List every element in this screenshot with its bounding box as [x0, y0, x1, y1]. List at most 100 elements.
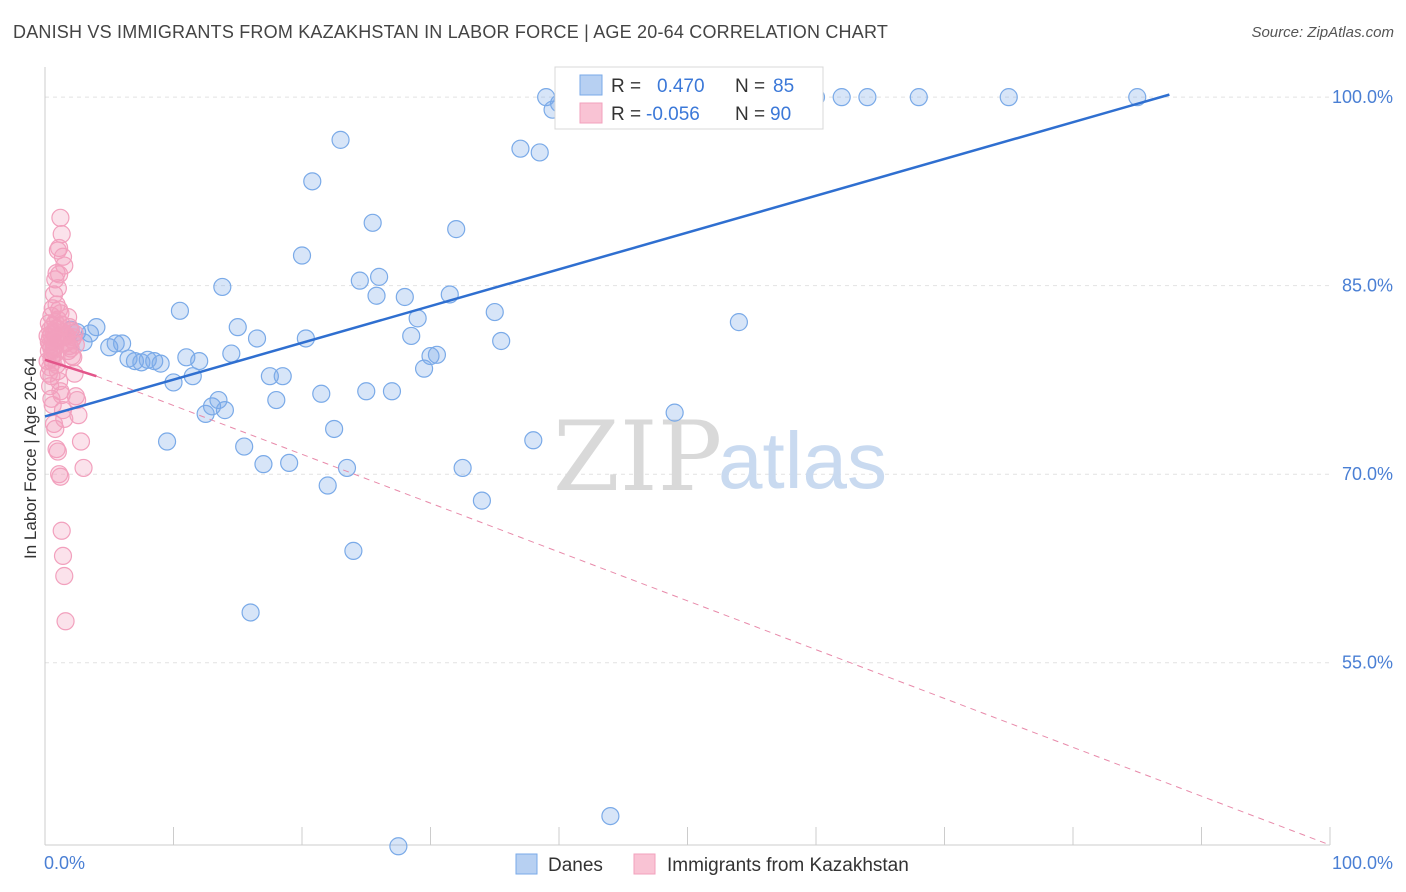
point-danes	[209, 390, 228, 410]
grid-lines	[45, 96, 1330, 664]
legend-swatch-kazakhstan	[633, 853, 656, 875]
point-kazakhstan	[56, 612, 75, 631]
point-danes	[331, 130, 350, 149]
point-kazakhstan	[51, 208, 70, 227]
point-danes	[303, 172, 322, 191]
point-kazakhstan	[48, 279, 67, 298]
point-danes	[357, 382, 376, 401]
point-danes	[260, 367, 279, 386]
point-danes	[367, 286, 386, 305]
point-danes	[909, 88, 928, 107]
point-danes	[389, 837, 408, 856]
point-kazakhstan	[47, 331, 66, 351]
point-danes	[112, 334, 132, 353]
point-danes	[999, 88, 1018, 107]
point-danes	[325, 419, 344, 439]
point-danes	[241, 603, 260, 622]
point-danes	[729, 313, 749, 332]
point-danes	[247, 329, 267, 348]
point-danes	[235, 437, 254, 456]
legend-label-danes: Danes	[548, 855, 603, 876]
stats-n-value-2: 90	[770, 104, 791, 125]
point-danes	[665, 403, 684, 422]
point-kazakhstan	[74, 458, 93, 478]
point-danes	[601, 806, 620, 826]
point-danes	[447, 220, 466, 239]
y-tick-label: 55.0%	[1342, 653, 1393, 673]
point-danes	[267, 390, 286, 410]
watermark: ZIP atlas	[553, 401, 887, 513]
point-danes	[106, 334, 125, 353]
stats-r-label-2: R =	[611, 104, 641, 125]
point-danes	[370, 267, 389, 286]
point-danes	[312, 384, 331, 403]
stats-swatch-kazakhstan	[579, 102, 603, 124]
point-danes	[344, 541, 363, 560]
point-danes	[125, 351, 145, 371]
point-danes	[421, 346, 440, 366]
x-tick-labels: 0.0% 100.0%	[44, 853, 1393, 873]
stats-n-label-1: N =	[735, 76, 765, 97]
stats-n-label-2: N =	[735, 104, 765, 125]
stats-n-value-1: 85	[773, 76, 794, 97]
point-kazakhstan	[46, 419, 65, 439]
point-danes	[472, 491, 491, 510]
point-kazakhstan	[51, 467, 70, 486]
point-kazakhstan	[52, 225, 71, 244]
point-danes	[511, 139, 530, 158]
chart-title: DANISH VS IMMIGRANTS FROM KAZAKHSTAN IN …	[13, 22, 889, 42]
point-danes	[363, 213, 382, 232]
point-danes	[196, 404, 215, 423]
point-danes	[273, 367, 292, 386]
point-kazakhstan	[62, 346, 82, 366]
point-danes	[222, 344, 241, 363]
point-danes	[228, 318, 247, 337]
trend-line-danes	[44, 93, 1170, 418]
y-tick-labels: 100.0% 85.0% 70.0% 55.0%	[1332, 87, 1393, 673]
watermark-atlas: atlas	[718, 416, 887, 505]
point-kazakhstan	[53, 546, 73, 566]
point-danes	[190, 351, 209, 371]
point-kazakhstan	[50, 265, 69, 284]
source-credit: Source: ZipAtlas.com	[1251, 24, 1394, 41]
trend-lines	[44, 93, 1331, 846]
legend-swatch-danes	[515, 853, 538, 875]
stats-r-label-1: R =	[611, 76, 641, 97]
stats-r-value-1: 0.470	[657, 76, 705, 97]
legend-label-kazakhstan: Immigrants from Kazakhstan	[667, 855, 909, 876]
point-danes	[382, 382, 402, 401]
point-kazakhstan	[71, 432, 91, 451]
point-danes	[395, 287, 414, 307]
point-danes	[530, 143, 549, 162]
point-danes	[170, 301, 190, 320]
point-danes	[254, 455, 273, 474]
y-tick-label: 70.0%	[1342, 464, 1393, 484]
y-axis-label: In Labor Force | Age 20-64	[21, 357, 40, 559]
point-kazakhstan	[55, 256, 74, 275]
point-danes	[292, 246, 312, 265]
x-tick-label-max: 100.0%	[1332, 853, 1393, 873]
stats-legend: R = 0.470 N = 85 R = -0.056 N = 90	[554, 66, 824, 130]
point-danes	[485, 302, 504, 322]
point-danes	[858, 88, 877, 107]
x-tick-label-min: 0.0%	[44, 853, 85, 873]
point-danes	[87, 318, 106, 337]
point-danes	[157, 432, 177, 451]
point-danes	[215, 401, 234, 420]
trend-line-kazakhstan	[44, 358, 97, 378]
point-danes	[151, 354, 170, 373]
point-kazakhstan	[66, 335, 85, 354]
y-tick-label: 100.0%	[1332, 87, 1393, 107]
point-danes	[492, 331, 511, 351]
watermark-zip: ZIP	[553, 401, 722, 513]
point-kazakhstan	[48, 442, 67, 461]
point-kazakhstan	[55, 566, 74, 586]
point-danes	[427, 345, 447, 364]
point-danes	[337, 458, 357, 478]
point-danes	[524, 431, 543, 450]
stats-swatch-danes	[579, 74, 603, 96]
stats-r-value-2: -0.056	[646, 104, 700, 125]
point-danes	[213, 277, 232, 297]
point-kazakhstan	[50, 238, 69, 258]
